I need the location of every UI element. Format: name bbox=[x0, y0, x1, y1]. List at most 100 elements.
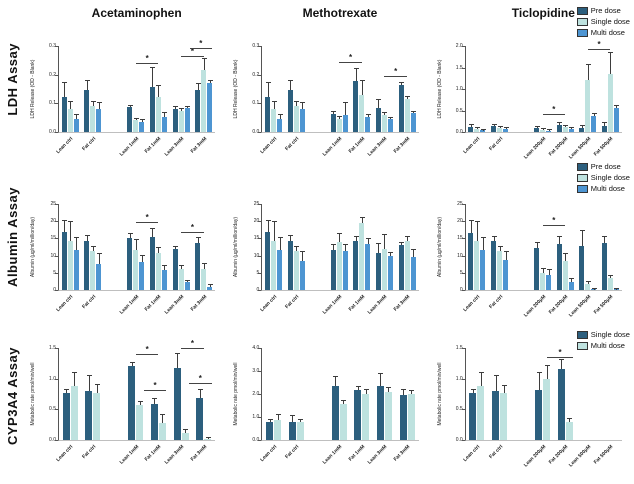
y-tick-label: 5 bbox=[243, 270, 259, 276]
error-bar-cap bbox=[557, 236, 562, 237]
error-bar-cap bbox=[156, 247, 161, 248]
bar-multi-dose bbox=[365, 117, 370, 132]
error-bar bbox=[345, 103, 346, 114]
error-bar-cap bbox=[196, 237, 201, 238]
error-bar-cap bbox=[179, 265, 184, 266]
bar-multi-dose bbox=[162, 117, 167, 132]
bar-single-dose bbox=[179, 111, 184, 132]
x-tick-label: Lean 1mM bbox=[101, 444, 141, 484]
significance-line bbox=[190, 48, 211, 49]
legend-swatch bbox=[577, 185, 588, 193]
error-bar bbox=[64, 221, 65, 232]
y-tick-label: 2.0 bbox=[243, 391, 259, 397]
y-tick-label: 3.0 bbox=[243, 368, 259, 374]
error-bar bbox=[164, 266, 165, 270]
x-tick-label: Lean ctrl bbox=[35, 444, 75, 484]
error-bar bbox=[198, 238, 199, 242]
y-tick-mark bbox=[258, 394, 261, 395]
error-bar-cap bbox=[580, 230, 585, 231]
error-bar bbox=[384, 235, 385, 250]
y-tick-label: 1.5 bbox=[447, 345, 463, 351]
error-bar bbox=[401, 83, 402, 85]
legend-swatch bbox=[577, 163, 588, 171]
error-bar-cap bbox=[563, 253, 568, 254]
error-bar bbox=[604, 123, 605, 126]
error-bar-cap bbox=[331, 244, 336, 245]
error-bar-cap bbox=[382, 234, 387, 235]
bar-pre-dose bbox=[84, 241, 89, 290]
error-bar bbox=[140, 402, 141, 405]
error-bar-cap bbox=[494, 375, 499, 376]
significance-asterisk: * bbox=[549, 216, 559, 225]
bar-multi-dose bbox=[480, 250, 485, 290]
error-bar bbox=[130, 234, 131, 238]
bar-single-dose bbox=[68, 241, 73, 290]
error-bar-cap bbox=[354, 68, 359, 69]
error-bar-cap bbox=[405, 96, 410, 97]
legend-item: Multi dose bbox=[577, 341, 630, 350]
error-bar bbox=[333, 245, 334, 250]
error-bar bbox=[185, 430, 186, 432]
bar-single-dose bbox=[492, 391, 499, 440]
bar-multi-dose bbox=[343, 115, 348, 132]
error-bar bbox=[198, 84, 199, 90]
bar-pre-dose bbox=[195, 90, 200, 132]
error-bar-cap bbox=[614, 288, 619, 289]
error-bar-cap bbox=[567, 418, 572, 419]
error-bar-cap bbox=[586, 64, 591, 65]
y-tick-label: 25 bbox=[40, 201, 56, 207]
error-bar-cap bbox=[278, 237, 283, 238]
error-bar bbox=[506, 252, 507, 261]
error-bar-cap bbox=[388, 117, 393, 118]
significance-line bbox=[339, 62, 362, 63]
error-bar-cap bbox=[376, 99, 381, 100]
error-bar-cap bbox=[72, 372, 77, 373]
error-bar bbox=[89, 376, 90, 391]
error-bar bbox=[494, 237, 495, 241]
y-tick-label: 10 bbox=[243, 253, 259, 259]
error-bar-cap bbox=[85, 235, 90, 236]
bar-pre-dose bbox=[376, 108, 381, 132]
error-bar-cap bbox=[614, 105, 619, 106]
error-bar-cap bbox=[160, 414, 165, 415]
error-bar-cap bbox=[535, 126, 540, 127]
error-bar-cap bbox=[62, 220, 67, 221]
error-bar-cap bbox=[134, 239, 139, 240]
bar-pre-dose bbox=[62, 97, 67, 132]
y-tick-mark bbox=[258, 348, 261, 349]
error-bar bbox=[494, 125, 495, 126]
bar-multi-dose bbox=[503, 129, 508, 132]
error-bar bbox=[496, 376, 497, 391]
error-bar-cap bbox=[298, 419, 303, 420]
bar-multi-dose bbox=[546, 131, 551, 132]
error-bar-cap bbox=[481, 237, 486, 238]
bar-single-dose bbox=[400, 395, 407, 440]
y-tick-mark bbox=[55, 221, 58, 222]
y-tick-mark bbox=[258, 256, 261, 257]
bar-single-dose bbox=[128, 366, 135, 440]
bar-single-dose bbox=[474, 129, 479, 132]
error-bar-cap bbox=[134, 118, 139, 119]
bar-pre-dose bbox=[150, 237, 155, 290]
bar-pre-dose bbox=[331, 114, 336, 132]
bar-multi-dose bbox=[185, 108, 190, 132]
y-tick-label: 0.0 bbox=[447, 129, 463, 135]
bar-pre-dose bbox=[288, 241, 293, 290]
error-bar-cap bbox=[331, 111, 336, 112]
y-tick-label: 1.5 bbox=[447, 65, 463, 71]
error-bar bbox=[210, 285, 211, 286]
y-tick-label: 0.3 bbox=[243, 43, 259, 49]
legend-item: Pre dose bbox=[577, 6, 630, 15]
legend-swatch bbox=[577, 29, 588, 37]
bar-multi-dose bbox=[207, 83, 212, 132]
error-bar bbox=[616, 106, 617, 108]
bar-single-dose bbox=[535, 390, 542, 440]
bar-single-dose bbox=[474, 241, 479, 290]
error-bar-cap bbox=[272, 101, 277, 102]
bar-single-dose bbox=[196, 398, 203, 440]
error-bar bbox=[565, 126, 566, 127]
error-bar-cap bbox=[580, 125, 585, 126]
bar-multi-dose bbox=[566, 422, 573, 440]
bar-pre-dose bbox=[399, 85, 404, 132]
